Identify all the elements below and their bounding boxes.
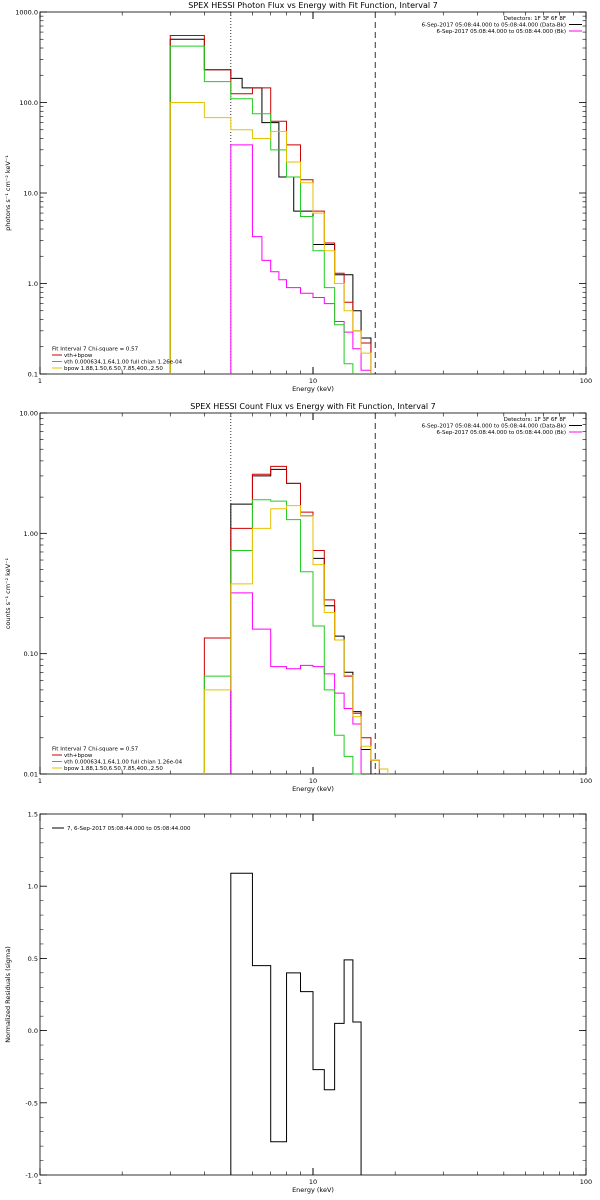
legend-bottom-left-entry: vth 0.000634,1.64,1.00 full chian 1.26e-… <box>64 760 183 766</box>
x-tick-label: 100 <box>580 1178 592 1186</box>
x-tick-label: 10 <box>309 1178 317 1186</box>
series-bpow <box>203 505 389 774</box>
legend-bottom-left-entry: bpow 1.88,1.50,6.50,7.85,400.,2.50 <box>64 766 163 772</box>
y-tick-label: 10.00 <box>19 410 38 418</box>
x-tick-label: 100 <box>580 377 592 385</box>
y-tick-label: 1.00 <box>24 530 38 538</box>
y-tick-label: 0.01 <box>24 771 38 779</box>
legend-bottom-left-entry: Fit Interval 7 Chi-square = 0.57 <box>52 747 139 753</box>
legend-bottom-left-entry: vth+bpow <box>64 353 93 359</box>
legend-top-right-entry: 6-Sep-2017 05:08:44.000 to 05:08:44.000 … <box>437 29 567 35</box>
chart-title: SPEX HESSI Count Flux vs Energy with Fit… <box>190 402 435 411</box>
y-tick-label: 0.0 <box>28 1027 38 1035</box>
series-data-bk <box>230 468 372 774</box>
y-tick-label: 1.5 <box>28 811 38 819</box>
x-axis-label: Energy (keV) <box>292 1186 334 1194</box>
x-tick-label: 10 <box>309 777 317 785</box>
legend-top-right-entry: 6-Sep-2017 05:08:44.000 to 05:08:44.000 … <box>422 23 566 29</box>
y-tick-label: 0.10 <box>24 650 38 658</box>
chart-panel-1: SPEX HESSI Photon Flux vs Energy with Fi… <box>4 1 592 393</box>
chart-panel-3: 1 10 100 Energy (keV) -1.0 -0.5 0.0 0.5 1.0 1.5 No… <box>4 811 592 1195</box>
legend-bottom-left-entry: vth 0.000634,1.64,1.00 full chian 1.26e-… <box>64 360 183 366</box>
chart-title: SPEX HESSI Photon Flux vs Energy with Fi… <box>188 1 438 10</box>
legend-top-right-entry: Detectors: 1F 3F 6F 8F <box>504 417 566 423</box>
legend-top-right-entry: Detectors: 1F 3F 6F 8F <box>504 16 566 22</box>
y-axis-label: Normalized Residuals (sigma) <box>4 946 12 1043</box>
legend-entry: 7, 6-Sep-2017 05:08:44.000 to 05:08:44.0… <box>67 826 191 832</box>
y-tick-label: 0.1 <box>28 371 38 379</box>
legend-top-right-entry: 6-Sep-2017 05:08:44.000 to 05:08:44.000 … <box>422 424 566 430</box>
series-vth-bpow <box>169 35 372 374</box>
legend-bottom-left-entry: vth+bpow <box>64 753 93 759</box>
series-vth <box>169 45 354 374</box>
y-axis-label: photons s⁻¹ cm⁻² keV⁻¹ <box>4 155 12 231</box>
x-axis-label: Energy (keV) <box>292 785 334 793</box>
x-tick-label: 1 <box>38 377 42 385</box>
x-tick-label: 1 <box>38 1178 42 1186</box>
y-tick-label: -0.5 <box>25 1099 38 1107</box>
x-axis-label: Energy (keV) <box>292 385 334 393</box>
series-bk <box>230 592 362 774</box>
legend-bottom-left-entry: bpow 1.88,1.50,6.50,7.85,400.,2.50 <box>64 366 163 372</box>
y-tick-label: 100.0 <box>19 99 38 107</box>
series-bpow <box>169 102 372 374</box>
y-tick-label: 1000.0 <box>15 9 38 17</box>
x-tick-label: 100 <box>580 777 592 785</box>
y-tick-label: 0.5 <box>28 955 38 963</box>
legend-bottom-left-entry: Fit Interval 7 Chi-square = 0.57 <box>52 347 139 353</box>
series-7-6-sep-2017-05-08-44-000-to-05-08-44-000 <box>230 872 362 1175</box>
series-bk <box>230 144 372 374</box>
x-tick-label: 10 <box>309 377 317 385</box>
x-tick-label: 1 <box>38 777 42 785</box>
legend-top-right-entry: 6-Sep-2017 05:08:44.000 to 05:08:44.000 … <box>437 430 567 436</box>
chart-panel-2: SPEX HESSI Count Flux vs Energy with Fit… <box>4 402 592 793</box>
y-axis-label: counts s⁻¹ cm⁻² keV⁻¹ <box>4 557 12 629</box>
y-tick-label: 10.0 <box>24 190 38 198</box>
y-tick-label: 1.0 <box>28 280 38 288</box>
y-tick-label: -1.0 <box>25 1172 38 1180</box>
series-vth <box>203 499 362 775</box>
y-tick-label: 1.0 <box>28 883 38 891</box>
